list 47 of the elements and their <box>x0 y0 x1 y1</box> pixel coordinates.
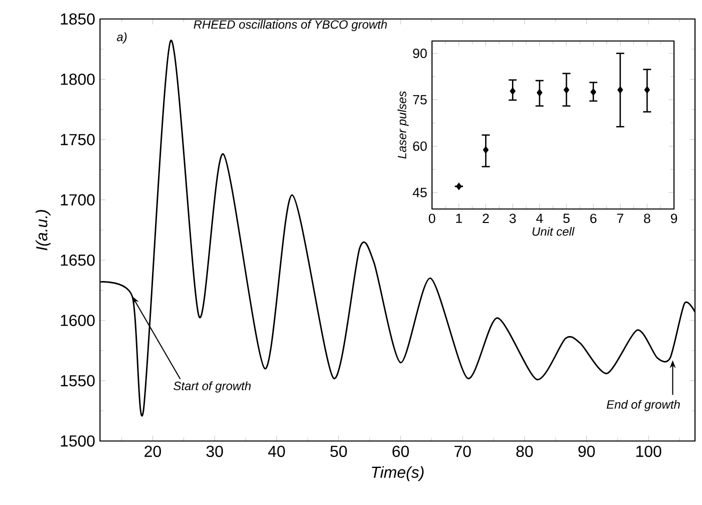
y-axis-title: Laser pulses <box>397 91 409 159</box>
x-tick-label: 90 <box>578 446 595 458</box>
point <box>590 88 596 96</box>
point <box>536 88 542 96</box>
y-tick-label: 1550 <box>60 375 95 386</box>
x-tick-label: 0 <box>428 214 436 224</box>
x-tick-label: 8 <box>644 214 650 224</box>
point <box>564 86 570 94</box>
x-tick-label: 7 <box>617 214 624 223</box>
x-tick-label: 20 <box>144 446 161 458</box>
x-tick-label: 30 <box>206 446 223 458</box>
x-tick-label: 1 <box>456 214 462 223</box>
point <box>644 86 650 94</box>
y-tick-label: 1500 <box>60 435 95 447</box>
y-tick-label: 1650 <box>60 254 95 266</box>
y-tick-label: 1800 <box>60 74 95 85</box>
x-tick-label: 80 <box>516 446 533 458</box>
point <box>456 182 462 190</box>
y-axis-title: I(a.u.) <box>36 210 51 250</box>
x-tick-label: 50 <box>330 446 347 458</box>
annotation: End of growth <box>606 400 680 412</box>
x-axis-title: Time(s) <box>372 466 424 482</box>
x-tick-label: 70 <box>454 446 471 458</box>
y-tick-label: 75 <box>413 95 427 104</box>
x-axis-title: Unit cell <box>532 226 575 236</box>
x-tick-label: 5 <box>563 214 570 223</box>
x-tick-label: 3 <box>509 214 516 224</box>
annotation: Start of growth <box>174 381 251 393</box>
chart-title: RHEED oscillations of YBCO growth <box>194 20 387 32</box>
x-tick-label: 100 <box>636 446 662 458</box>
y-tick-label: 1750 <box>60 134 95 146</box>
x-tick-label: 6 <box>590 214 596 224</box>
point <box>617 86 624 94</box>
y-tick-label: 60 <box>413 141 427 151</box>
y-tick-label: 1600 <box>60 314 95 326</box>
x-tick-label: 60 <box>392 446 409 458</box>
y-tick-label: 1700 <box>60 194 95 206</box>
x-tick-label: 40 <box>268 446 285 458</box>
x-tick-label: 2 <box>482 214 489 224</box>
x-tick-label: 9 <box>670 214 678 224</box>
point <box>510 87 516 95</box>
x-tick-label: 4 <box>536 214 543 223</box>
y-tick-label: 45 <box>412 188 427 198</box>
annotation: a) <box>116 32 127 44</box>
y-tick-label: 90 <box>413 48 427 58</box>
point <box>482 146 489 154</box>
y-tick-label: 1850 <box>60 13 95 25</box>
